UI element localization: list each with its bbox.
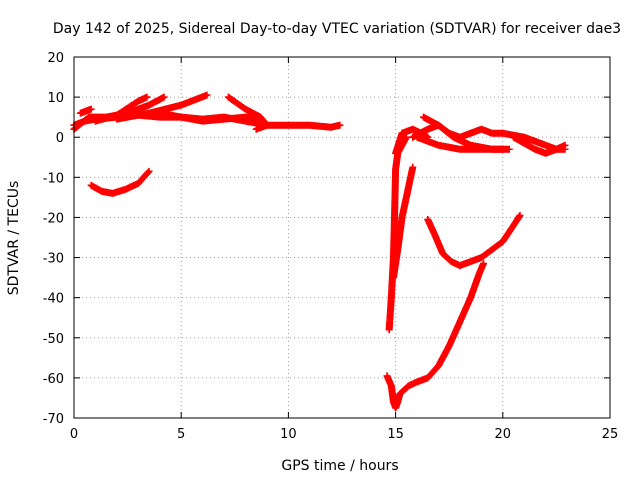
data-point (561, 141, 569, 149)
y-axis-label: SDTVAR / TECUs (6, 181, 22, 296)
y-tick-label: -20 (43, 211, 64, 226)
data-series-track-17 (383, 260, 488, 412)
x-tick-label: 20 (495, 427, 512, 442)
y-tick-label: -50 (43, 332, 64, 347)
y-tick-label: -10 (43, 171, 64, 186)
data-series-track-8 (87, 167, 153, 197)
data-series (70, 91, 569, 412)
y-tick-label: -60 (43, 372, 64, 387)
data-point (505, 145, 513, 153)
data-point (499, 145, 507, 153)
data-point (336, 121, 344, 129)
data-point (87, 105, 95, 113)
data-series-track-7 (224, 93, 271, 133)
data-series-track-4 (113, 91, 211, 123)
data-series-track-15 (510, 133, 569, 157)
data-series-track-14 (413, 133, 507, 153)
y-tick-label: -40 (43, 292, 64, 307)
x-tick-label: 0 (70, 427, 78, 442)
y-tick-label: -70 (43, 412, 64, 427)
x-tick-label: 15 (387, 427, 404, 442)
data-point (160, 93, 168, 101)
y-tick-label: 20 (47, 51, 64, 66)
y-tick-label: 0 (56, 131, 64, 146)
data-point (143, 93, 151, 101)
data-point (409, 163, 417, 171)
data-series-track-5 (76, 105, 95, 117)
x-tick-label: 10 (280, 427, 297, 442)
y-tick-label: -30 (43, 252, 64, 267)
data-series-track-6 (156, 109, 260, 125)
data-point (145, 167, 153, 175)
data-point (480, 260, 488, 268)
data-series-track-16 (424, 211, 524, 270)
y-tick-label: 10 (47, 91, 64, 106)
grid (74, 57, 610, 418)
plot-frame (73, 56, 611, 419)
x-tick-label: 5 (177, 427, 185, 442)
data-point (203, 91, 211, 99)
data-series-track-9 (385, 133, 410, 334)
chart-title: Day 142 of 2025, Sidereal Day-to-day VTE… (53, 21, 621, 37)
x-tick-label: 25 (602, 427, 619, 442)
data-point (252, 125, 260, 133)
data-point (144, 168, 152, 176)
data-point (516, 211, 524, 219)
data-series-track-11 (389, 163, 417, 282)
axis-ticks: 0 5 10 15 20 25 -70 -60 -50 -40 -30 -20 -10 0 10 20 (43, 51, 619, 442)
x-axis-label: GPS time / hours (281, 458, 398, 474)
